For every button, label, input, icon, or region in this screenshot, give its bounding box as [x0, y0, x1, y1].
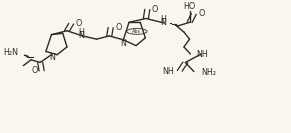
Text: N: N: [78, 31, 84, 40]
Text: Abs: Abs: [132, 29, 141, 34]
Text: N: N: [160, 18, 166, 27]
Text: O: O: [31, 66, 38, 75]
Text: O: O: [115, 23, 122, 32]
Text: NH: NH: [196, 49, 208, 59]
Text: NH: NH: [162, 67, 174, 76]
Text: NH₂: NH₂: [201, 68, 216, 77]
Text: HO: HO: [183, 2, 196, 11]
Text: H₂N: H₂N: [3, 48, 19, 57]
Text: H: H: [78, 28, 84, 37]
Text: H: H: [160, 15, 166, 24]
Text: O: O: [152, 5, 158, 14]
Text: O: O: [76, 19, 82, 28]
Text: N: N: [120, 39, 126, 47]
Text: N: N: [49, 53, 55, 62]
Text: O: O: [198, 9, 205, 18]
